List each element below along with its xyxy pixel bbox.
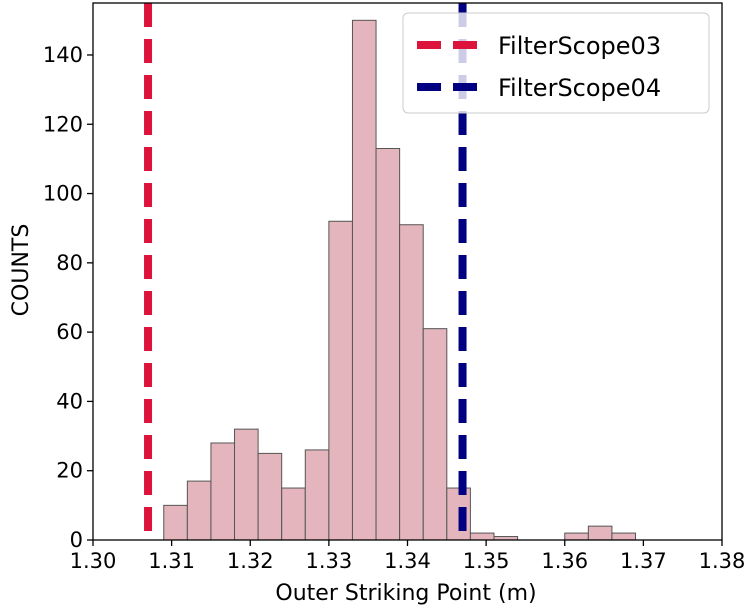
histogram-bars — [163, 19, 637, 541]
histogram-bar — [611, 532, 637, 541]
y-tick-label: 140 — [43, 43, 83, 67]
legend-label: FilterScope03 — [498, 32, 661, 60]
y-tick-label: 100 — [43, 182, 83, 206]
histogram-bar — [304, 449, 330, 541]
x-tick-label: 1.33 — [305, 549, 352, 573]
histogram-bar — [186, 480, 212, 541]
y-tick-label: 80 — [56, 251, 83, 275]
x-tick-label: 1.35 — [463, 549, 510, 573]
y-axis-label: COUNTS — [9, 224, 34, 317]
y-axis-ticks: 0 20 40 60 80 100 120 140 — [43, 43, 93, 552]
x-tick-label: 1.32 — [227, 549, 274, 573]
x-tick-label: 1.34 — [384, 549, 431, 573]
legend: FilterScope03 FilterScope04 — [402, 12, 710, 114]
histogram-bar — [564, 532, 589, 541]
x-axis-ticks: 1.30 1.31 1.32 1.33 1.34 1.35 1.36 1.37 1.38 — [70, 540, 746, 573]
histogram-bar — [163, 504, 188, 541]
histogram-bar — [375, 148, 401, 541]
x-tick-label: 1.38 — [699, 549, 746, 573]
x-tick-label: 1.37 — [620, 549, 667, 573]
y-tick-label: 120 — [43, 112, 83, 136]
histogram-bar — [281, 487, 306, 541]
histogram-bar — [257, 452, 283, 541]
histogram-bar — [210, 442, 236, 541]
histogram-bar — [351, 19, 377, 541]
x-tick-label: 1.30 — [70, 549, 117, 573]
x-axis-label: Outer Striking Point (m) — [275, 581, 536, 606]
legend-box — [402, 12, 710, 114]
y-tick-label: 20 — [56, 459, 83, 483]
x-tick-label: 1.31 — [148, 549, 195, 573]
x-tick-label: 1.36 — [541, 549, 588, 573]
histogram-bar — [469, 532, 495, 541]
legend-label: FilterScope04 — [498, 74, 661, 102]
y-tick-label: 40 — [56, 389, 83, 413]
histogram-bar — [587, 525, 613, 541]
histogram-bar — [422, 328, 448, 541]
histogram-bar — [399, 224, 424, 541]
histogram-bar — [234, 428, 259, 541]
y-tick-label: 60 — [56, 320, 83, 344]
histogram-bar — [328, 220, 353, 541]
y-tick-label: 0 — [70, 528, 83, 552]
